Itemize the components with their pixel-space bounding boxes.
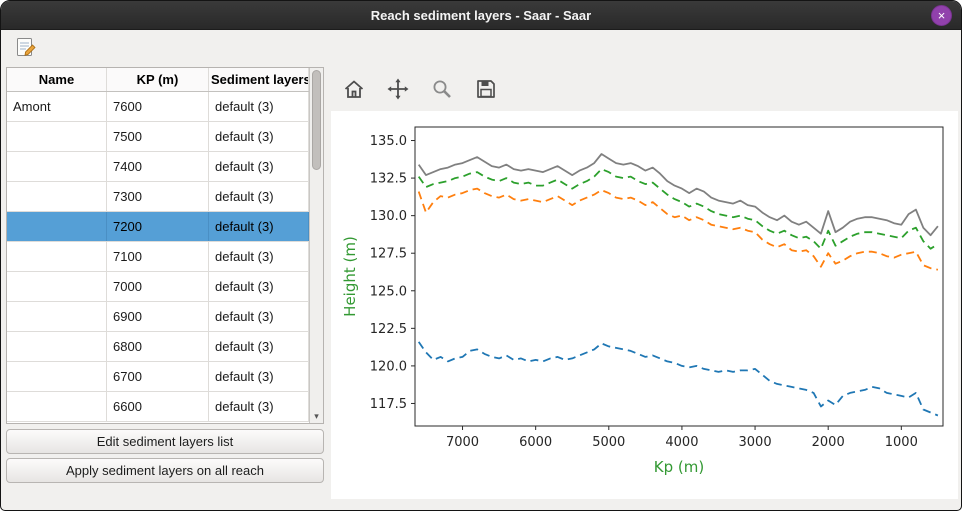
table-row[interactable]: 7000 default (3) <box>7 272 309 302</box>
svg-text:125.0: 125.0 <box>370 284 407 299</box>
sediment-table-body: Amont 7600 default (3) 7500 default (3) … <box>7 92 309 422</box>
cell-name <box>7 272 107 301</box>
svg-text:4000: 4000 <box>665 435 698 450</box>
table-row[interactable]: Amont 7600 default (3) <box>7 92 309 122</box>
sediment-table: Name KP (m) Sediment layers Amont 7600 d… <box>6 67 324 424</box>
svg-text:135.0: 135.0 <box>370 134 407 149</box>
cell-sediment-layers: default (3) <box>209 152 309 181</box>
column-header-layers[interactable]: Sediment layers <box>209 68 309 91</box>
table-row[interactable]: 7400 default (3) <box>7 152 309 182</box>
cell-sediment-layers: default (3) <box>209 242 309 271</box>
table-scrollbar[interactable]: ▾ <box>309 68 323 423</box>
window-title: Reach sediment layers - Saar - Saar <box>370 7 592 23</box>
cell-sediment-layers: default (3) <box>209 272 309 301</box>
svg-text:Height (m): Height (m) <box>341 236 359 317</box>
edit-note-icon <box>14 35 38 62</box>
main-toolbar <box>11 33 41 63</box>
close-button[interactable]: × <box>931 5 952 26</box>
cell-kp: 7400 <box>107 152 209 181</box>
svg-text:120.0: 120.0 <box>370 359 407 374</box>
svg-text:130.0: 130.0 <box>370 209 407 224</box>
svg-text:Kp (m): Kp (m) <box>654 458 704 476</box>
cell-name: Amont <box>7 92 107 121</box>
cell-kp: 6800 <box>107 332 209 361</box>
cell-kp: 6900 <box>107 302 209 331</box>
svg-text:2000: 2000 <box>812 435 845 450</box>
plot-home-button[interactable] <box>339 75 369 105</box>
table-row[interactable]: 6700 default (3) <box>7 362 309 392</box>
table-row[interactable]: 6800 default (3) <box>7 332 309 362</box>
cell-name <box>7 302 107 331</box>
cell-kp: 7300 <box>107 182 209 211</box>
cell-kp: 7500 <box>107 122 209 151</box>
svg-text:5000: 5000 <box>592 435 625 450</box>
svg-text:1000: 1000 <box>885 435 918 450</box>
table-row[interactable]: 7100 default (3) <box>7 242 309 272</box>
cell-kp: 7600 <box>107 92 209 121</box>
svg-text:7000: 7000 <box>446 435 479 450</box>
cell-sediment-layers: default (3) <box>209 182 309 211</box>
zoom-icon <box>430 77 454 104</box>
edit-sediment-note-button[interactable] <box>11 33 41 63</box>
cell-sediment-layers: default (3) <box>209 122 309 151</box>
cell-kp: 7000 <box>107 272 209 301</box>
apply-sediment-layers-button[interactable]: Apply sediment layers on all reach <box>6 458 324 483</box>
cell-sediment-layers: default (3) <box>209 332 309 361</box>
plot-svg: 7000 6000 5000 4000 3000 2000 1000 117.5 120.0 12… <box>341 126 944 476</box>
cell-name <box>7 212 107 241</box>
pan-icon <box>386 77 410 104</box>
cell-name <box>7 392 107 421</box>
plot-pan-button[interactable] <box>383 75 413 105</box>
column-header-kp[interactable]: KP (m) <box>107 68 209 91</box>
zoom-icon-button[interactable] <box>427 75 457 105</box>
cell-name <box>7 362 107 391</box>
table-row[interactable]: 7300 default (3) <box>7 182 309 212</box>
svg-text:122.5: 122.5 <box>370 322 407 337</box>
cell-kp: 7200 <box>107 212 209 241</box>
table-row[interactable]: 7200 default (3) <box>7 212 309 242</box>
svg-text:132.5: 132.5 <box>370 172 407 187</box>
cell-sediment-layers: default (3) <box>209 92 309 121</box>
cell-name <box>7 152 107 181</box>
svg-text:6000: 6000 <box>519 435 552 450</box>
cell-name <box>7 122 107 151</box>
table-header: Name KP (m) Sediment layers <box>7 68 309 92</box>
cell-sediment-layers: default (3) <box>209 362 309 391</box>
table-row[interactable]: 7500 default (3) <box>7 122 309 152</box>
scroll-down-icon: ▾ <box>314 411 319 421</box>
table-row[interactable]: 6600 default (3) <box>7 392 309 422</box>
cell-kp: 6700 <box>107 362 209 391</box>
close-icon: × <box>937 8 946 23</box>
cell-kp: 7100 <box>107 242 209 271</box>
table-row[interactable]: 6900 default (3) <box>7 302 309 332</box>
cell-sediment-layers: default (3) <box>209 302 309 331</box>
cell-kp: 6600 <box>107 392 209 421</box>
cell-sediment-layers: default (3) <box>209 392 309 421</box>
save-icon <box>474 77 498 104</box>
scrollbar-thumb[interactable] <box>312 70 321 170</box>
plot-toolbar <box>339 75 501 105</box>
titlebar[interactable]: Reach sediment layers - Saar - Saar × <box>1 1 961 30</box>
cell-name <box>7 182 107 211</box>
svg-text:117.5: 117.5 <box>370 397 407 412</box>
column-header-name[interactable]: Name <box>7 68 107 91</box>
svg-text:3000: 3000 <box>739 435 772 450</box>
cell-name <box>7 242 107 271</box>
home-icon <box>342 77 366 104</box>
cell-sediment-layers: default (3) <box>209 212 309 241</box>
svg-text:127.5: 127.5 <box>370 247 407 262</box>
edit-sediment-layers-list-button[interactable]: Edit sediment layers list <box>6 429 324 454</box>
plot-canvas[interactable]: 7000 6000 5000 4000 3000 2000 1000 117.5 120.0 12… <box>331 111 958 499</box>
cell-name <box>7 332 107 361</box>
plot-save-button[interactable] <box>471 75 501 105</box>
scroll-down-button[interactable]: ▾ <box>310 409 323 423</box>
